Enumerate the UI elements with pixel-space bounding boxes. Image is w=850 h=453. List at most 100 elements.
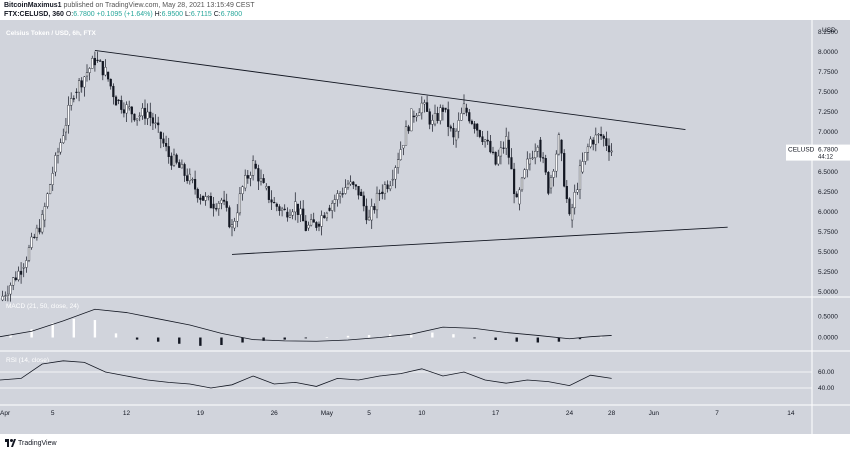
candle-body <box>51 173 54 185</box>
candle-body <box>352 181 355 185</box>
x-tick-label: Jun <box>649 410 660 417</box>
publish-info: published on TradingView.com, May 28, 20… <box>63 2 255 9</box>
candle-body <box>209 196 213 209</box>
candle-body <box>560 139 563 154</box>
candle-body <box>597 134 600 136</box>
candle-body <box>565 186 568 200</box>
trendline-upper <box>94 49 686 131</box>
candle-body <box>491 151 495 153</box>
candle-body <box>244 175 247 189</box>
candle-body <box>72 98 75 100</box>
chart-area[interactable]: Celsius Token / USD, 6h, FTX USD 8.2500 8.0… <box>0 20 850 434</box>
candle-body <box>323 215 326 219</box>
candle-body <box>164 143 168 147</box>
candle-body <box>138 115 141 117</box>
candle-body <box>30 236 33 248</box>
candle-body <box>162 138 165 144</box>
x-tick-label: 26 <box>271 410 279 417</box>
price-tick-label: 5.7500 <box>818 229 838 236</box>
candle-body <box>17 270 20 281</box>
candle-body <box>83 76 86 88</box>
rsi-tick-label: 40.00 <box>818 385 835 392</box>
candle-body <box>373 206 376 211</box>
candle-body <box>520 177 524 191</box>
candle-body <box>233 221 236 229</box>
candle-body <box>391 178 394 181</box>
candle-body <box>291 211 294 216</box>
macd-histogram-bar <box>241 337 244 343</box>
tradingview-brand[interactable]: TradingView <box>18 440 57 447</box>
candle-body <box>439 107 442 121</box>
candle-body <box>14 277 17 281</box>
candle-body <box>172 154 176 166</box>
candle-body <box>605 138 608 146</box>
candle-body <box>541 157 545 159</box>
candle-body <box>470 120 474 124</box>
macd-line <box>0 308 612 342</box>
candle-body <box>578 165 582 190</box>
candle-body <box>254 163 257 169</box>
candle-body <box>225 201 228 208</box>
candle-body <box>6 293 10 296</box>
candle-body <box>557 134 561 155</box>
candle-body <box>188 173 191 182</box>
price-tick-label: 7.7500 <box>818 69 838 76</box>
candle-body <box>141 107 144 117</box>
candle-body <box>35 227 39 238</box>
candle-body <box>549 177 553 189</box>
candle-body <box>12 277 15 286</box>
candle-body <box>528 158 532 165</box>
candle-body <box>512 168 516 195</box>
candle-body <box>589 138 592 148</box>
candle-body <box>436 113 439 121</box>
candle-body <box>128 106 131 109</box>
candle-body <box>539 139 542 158</box>
candle-body <box>186 175 189 182</box>
candle-body <box>106 71 110 80</box>
candle-body <box>381 191 384 194</box>
candle-body <box>594 134 597 145</box>
candle-body <box>288 214 292 218</box>
candle-body <box>476 123 479 131</box>
candle-body <box>251 160 255 176</box>
macd-histogram-bar <box>178 337 181 344</box>
candle-body <box>375 192 379 211</box>
candle-body <box>362 195 365 207</box>
macd-histogram-bar <box>515 337 518 342</box>
candle-body <box>159 131 162 140</box>
candle-body <box>315 222 318 228</box>
candle-body <box>112 85 115 98</box>
candle-body <box>317 223 321 227</box>
candle-body <box>462 103 466 114</box>
candle-body <box>262 178 265 183</box>
candle-body <box>278 206 281 211</box>
candle-body <box>80 80 83 88</box>
trendline-lower <box>231 226 728 255</box>
candle-body <box>215 208 218 210</box>
candle-body <box>230 224 234 228</box>
candle-body <box>280 208 284 211</box>
candle-body <box>275 203 278 207</box>
author-name[interactable]: BitcoinMaximus1 <box>4 2 62 9</box>
candle-body <box>307 224 310 229</box>
candle-body <box>296 203 300 215</box>
candle-body <box>4 295 7 297</box>
macd-histogram-bar <box>156 337 160 342</box>
macd-histogram-bar <box>30 329 33 338</box>
candle-body <box>489 140 492 153</box>
macd-histogram-bar <box>473 337 476 339</box>
candle-body <box>191 179 194 181</box>
candle-body <box>412 115 416 118</box>
candle-body <box>407 126 410 132</box>
candle-body <box>555 153 558 172</box>
candle-body <box>570 207 574 221</box>
candle-body <box>54 155 57 173</box>
candle-body <box>454 130 458 141</box>
candle-body <box>515 193 518 198</box>
last-price-value: 6.7800 <box>818 147 838 154</box>
candle-body <box>544 158 547 173</box>
candle-body <box>449 126 452 129</box>
macd-histogram-bar <box>51 322 54 338</box>
macd-histogram-bar <box>220 337 223 346</box>
